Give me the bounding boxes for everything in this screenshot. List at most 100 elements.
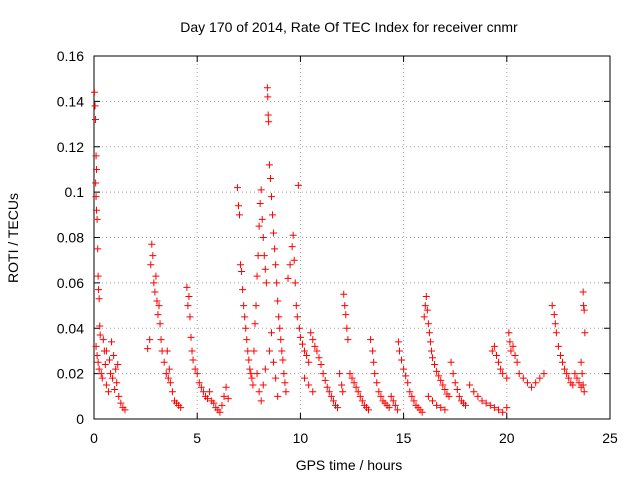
data-point: [369, 347, 377, 355]
data-point: [486, 401, 494, 409]
data-point: [92, 179, 100, 187]
data-point: [338, 381, 346, 389]
data-point: [301, 374, 309, 382]
data-point: [149, 252, 157, 260]
data-point: [237, 261, 245, 269]
data-point: [153, 297, 161, 305]
data-point: [406, 388, 414, 396]
data-point: [441, 406, 449, 414]
data-point: [321, 376, 329, 384]
data-point: [92, 152, 100, 160]
data-point: [495, 358, 503, 366]
data-point: [295, 324, 303, 332]
data-point: [272, 261, 280, 269]
data-point: [291, 279, 299, 287]
data-point: [319, 370, 327, 378]
data-point: [144, 345, 152, 353]
data-point: [565, 374, 573, 382]
data-point: [294, 181, 302, 189]
data-point: [107, 370, 115, 378]
data-point: [256, 199, 264, 207]
data-point: [400, 365, 408, 373]
data-point: [264, 93, 272, 101]
data-point: [470, 388, 478, 396]
data-point: [329, 397, 337, 405]
data-point: [478, 397, 486, 405]
data-point: [272, 374, 280, 382]
data-point: [513, 358, 521, 366]
data-point: [236, 211, 244, 219]
data-point: [265, 347, 273, 355]
data-point: [264, 111, 272, 119]
x-tick-label: 0: [90, 430, 98, 446]
data-point: [157, 336, 165, 344]
data-point: [428, 354, 436, 362]
data-point: [252, 302, 260, 310]
data-point: [96, 331, 104, 339]
data-point: [536, 374, 544, 382]
data-point: [146, 336, 154, 344]
data-point: [270, 358, 278, 366]
data-point: [255, 388, 263, 396]
data-point: [490, 342, 498, 350]
data-point: [218, 401, 226, 409]
data-point: [317, 361, 325, 369]
data-point: [114, 361, 122, 369]
data-point: [115, 392, 123, 400]
y-tick-label: 0.1: [65, 184, 85, 200]
data-point: [278, 347, 286, 355]
data-point: [284, 274, 292, 282]
data-point: [245, 356, 253, 364]
data-point: [92, 342, 100, 350]
data-point: [262, 279, 270, 287]
data-point: [241, 313, 249, 321]
data-point: [254, 252, 262, 260]
data-point: [98, 374, 106, 382]
data-point: [579, 288, 587, 296]
data-point: [482, 399, 490, 407]
data-point: [497, 365, 505, 373]
data-point: [371, 370, 379, 378]
data-point: [571, 370, 579, 378]
data-point: [96, 322, 104, 330]
data-point: [424, 392, 432, 400]
data-point: [532, 379, 540, 387]
data-point: [389, 397, 397, 405]
data-point: [488, 347, 496, 355]
data-point: [281, 379, 289, 387]
data-point: [279, 356, 287, 364]
data-point: [433, 401, 441, 409]
data-point: [408, 392, 416, 400]
y-axis-label: ROTI / TECUs: [5, 193, 21, 283]
data-point: [395, 347, 403, 355]
data-point: [474, 392, 482, 400]
grid: [94, 56, 610, 419]
data-point: [263, 84, 271, 92]
data-point: [239, 286, 247, 294]
data-point: [344, 336, 352, 344]
data-point: [288, 243, 296, 251]
data-point: [490, 404, 498, 412]
data-point: [309, 388, 317, 396]
data-point: [95, 295, 103, 303]
data-point: [336, 370, 344, 378]
data-point: [197, 383, 205, 391]
data-point: [323, 383, 331, 391]
data-point: [148, 240, 156, 248]
data-point: [168, 388, 176, 396]
data-point: [105, 356, 113, 364]
data-point: [580, 388, 588, 396]
data-point: [92, 206, 100, 214]
data-point: [507, 347, 515, 355]
data-point: [204, 395, 212, 403]
y-tick-label: 0.08: [57, 230, 84, 246]
data-point: [274, 392, 282, 400]
data-point: [519, 374, 527, 382]
data-point: [240, 302, 248, 310]
data-point: [495, 406, 503, 414]
data-point: [575, 379, 583, 387]
data-point: [186, 313, 194, 321]
data-point: [577, 358, 585, 366]
axis-ticks: 0 5 10 15 20 25 0 0.02 0.04 0.06 0.08 0.1 0.12 0.14 0.…: [57, 48, 618, 446]
data-point: [550, 311, 558, 319]
